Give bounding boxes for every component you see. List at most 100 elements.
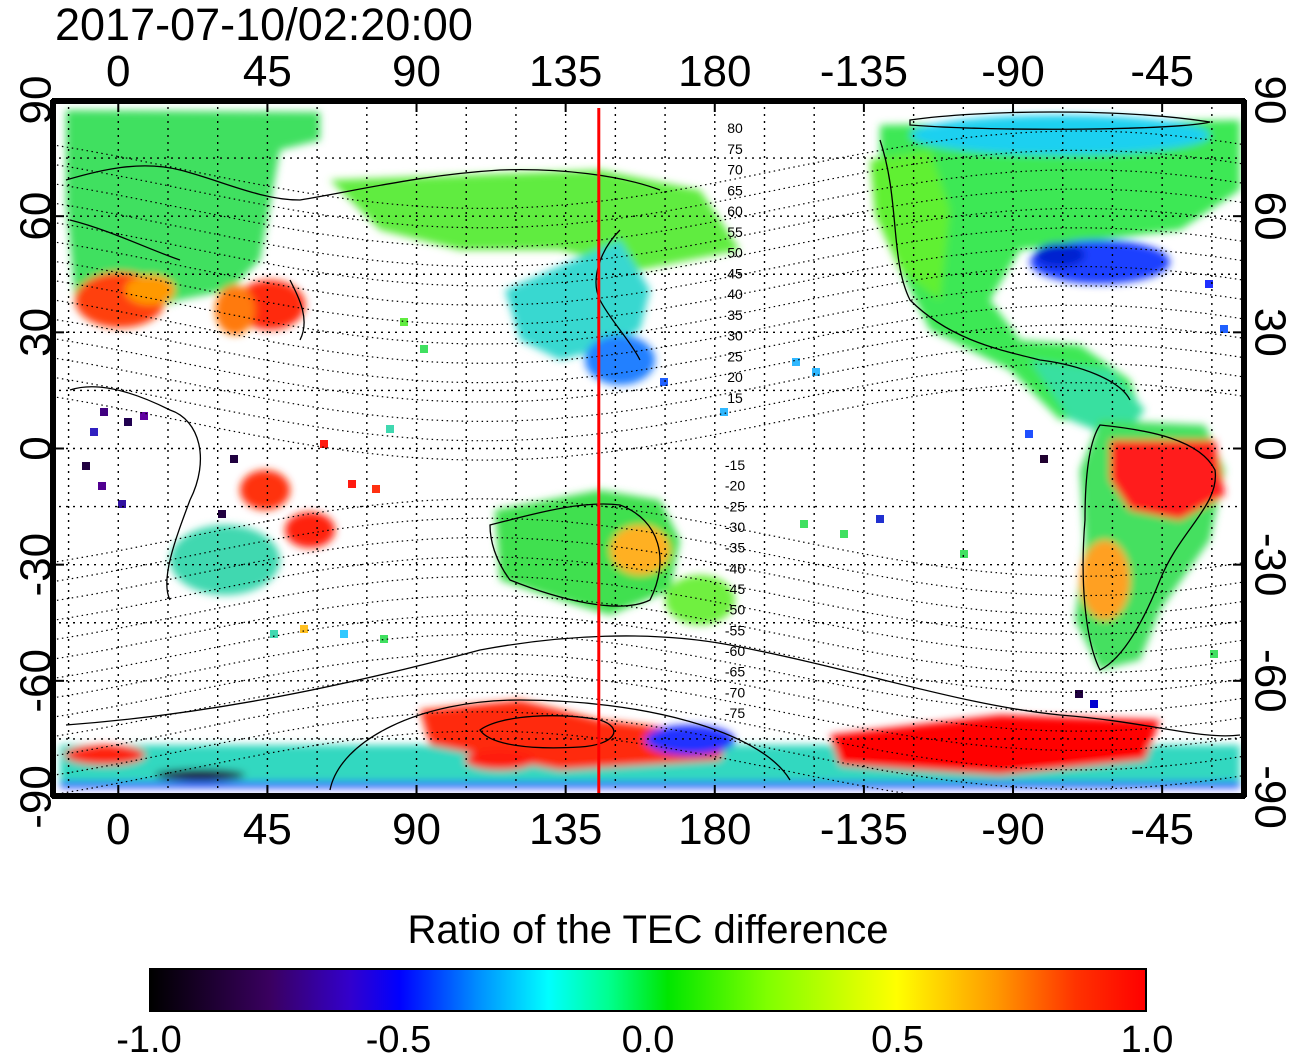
magnetic-latitude-labels: 80 75 70 65 60 55 50 45 40 35 30 25 20 15 -15 -20 -25 -30… [725,120,745,721]
right-latitude-label: -90 [1246,765,1295,829]
magnetic-contour [52,536,1245,616]
magnetic-contour [52,595,1245,674]
right-latitude-label: 90 [1246,76,1295,125]
magnetic-latitude-label: 30 [727,328,743,344]
magnetic-contour [52,285,1245,364]
magnetic-contour [52,323,1245,403]
magnetic-latitude-label: 15 [727,390,743,406]
top-longitude-label: 135 [529,47,602,96]
magnetic-contour [52,711,1245,790]
magnetic-contour [52,362,1245,442]
map-timestamp: 2017-07-10/02:20:00 [55,0,473,50]
magnetic-contour [52,575,1245,655]
left-latitude-label: 90 [12,76,61,125]
left-latitude-label: -60 [12,649,61,713]
tec-world-map: 0 45 90 135 180 -135 -90 -45 0 45 90 135 180 -135 -90… [12,47,1295,854]
magnetic-latitude-label: -45 [725,581,745,597]
magnetic-latitude-label: 60 [727,203,743,219]
top-longitude-labels: 0 45 90 135 180 -135 -90 -45 [106,47,1194,96]
top-longitude-label: 90 [392,47,441,96]
magnetic-contour [52,672,1245,752]
magnetic-contour [52,207,1245,287]
magnetic-latitude-label: -70 [725,684,745,700]
magnetic-latitude-label: -60 [725,643,745,659]
magnetic-contour [52,246,1245,326]
colorbar-tick-label: -1.0 [116,1019,182,1061]
top-longitude-label: 180 [678,47,751,96]
magnetic-latitude-label: -65 [725,664,745,680]
magnetic-latitude-label: 40 [727,286,743,302]
bottom-longitude-label: -45 [1130,805,1194,854]
colorbar-gradient [149,968,1147,1012]
magnetic-latitude-label: 55 [727,224,743,240]
colorbar-title: Ratio of the TEC difference [407,908,889,952]
colorbar-tick-label: -0.5 [365,1019,432,1061]
bottom-longitude-label: 90 [392,805,441,854]
magnetic-latitude-label: 25 [727,348,743,364]
magnetic-contour [52,130,1245,210]
solid-contours [65,111,1241,791]
magnetic-contour [52,556,1245,635]
magnetic-contour [52,691,1245,771]
bottom-longitude-labels: 0 45 90 135 180 -135 -90 -45 [106,805,1194,854]
magnetic-contour [52,265,1245,345]
right-latitude-label: -60 [1246,649,1295,713]
colorbar-tick-label: 0.0 [621,1019,675,1061]
right-latitude-labels: 90 60 30 0 -30 -60 -90 [1246,76,1295,829]
magnetic-latitude-label: 50 [727,245,743,261]
magnetic-latitude-label: -30 [725,519,745,535]
bottom-longitude-label: -135 [820,805,908,854]
right-latitude-label: 60 [1246,192,1295,241]
magnetic-latitude-label: -25 [725,498,745,514]
left-latitude-label: 60 [12,192,61,241]
magnetic-contour [52,633,1245,713]
magnetic-latitude-label: -40 [725,560,745,576]
magnetic-contour [52,498,1245,577]
magnetic-contour [52,517,1245,597]
bottom-longitude-label: 135 [529,805,602,854]
magnetic-latitude-label: -75 [725,705,745,721]
right-latitude-label: -30 [1246,533,1295,597]
left-latitude-label: -90 [12,765,61,829]
magnetic-latitude-label: -50 [725,602,745,618]
magnetic-latitude-label: -15 [725,457,745,473]
bottom-longitude-label: 0 [106,805,130,854]
magnetic-latitude-label: -55 [725,622,745,638]
magnetic-contour [52,227,1245,306]
bottom-longitude-label: 45 [243,805,292,854]
magnetic-contour [52,188,1245,268]
magnetic-contour [52,149,1245,229]
magnetic-contour [52,614,1245,693]
magnetic-contour [52,343,1245,423]
magnetic-latitude-label: 70 [727,162,743,178]
colorbar-tick-label: 1.0 [1120,1019,1174,1061]
magnetic-latitude-label: -20 [725,478,745,494]
top-longitude-label: -90 [981,47,1045,96]
magnetic-contour [52,304,1245,384]
right-latitude-label: 0 [1246,436,1295,460]
magnetic-latitude-label: 45 [727,265,743,281]
bottom-longitude-label: 180 [678,805,751,854]
magnetic-latitude-label: 35 [727,307,743,323]
magnetic-contour [52,169,1245,248]
bottom-longitude-label: -90 [981,805,1045,854]
axis-ticks [52,99,1245,798]
magnetic-latitude-label: -35 [725,540,745,556]
magnetic-contour [52,653,1245,732]
magnetic-latitude-label: 80 [727,120,743,136]
magnetic-latitude-label: 75 [727,141,743,157]
graticule-grid [52,100,1245,797]
left-latitude-label: 0 [12,436,61,460]
top-longitude-label: -135 [820,47,908,96]
left-latitude-labels: 90 60 30 0 -30 -60 -90 [12,76,61,829]
top-longitude-label: -45 [1130,47,1194,96]
right-latitude-label: 30 [1246,308,1295,357]
colorbar-tick-label: 0.5 [871,1019,924,1061]
magnetic-latitude-label: 20 [727,369,743,385]
magnetic-latitude-contours [52,130,1245,797]
magnetic-contour [52,382,1245,461]
magnetic-latitude-label: 65 [727,182,743,198]
top-longitude-label: 0 [106,47,130,96]
left-latitude-label: 30 [12,308,61,357]
top-longitude-label: 45 [243,47,292,96]
